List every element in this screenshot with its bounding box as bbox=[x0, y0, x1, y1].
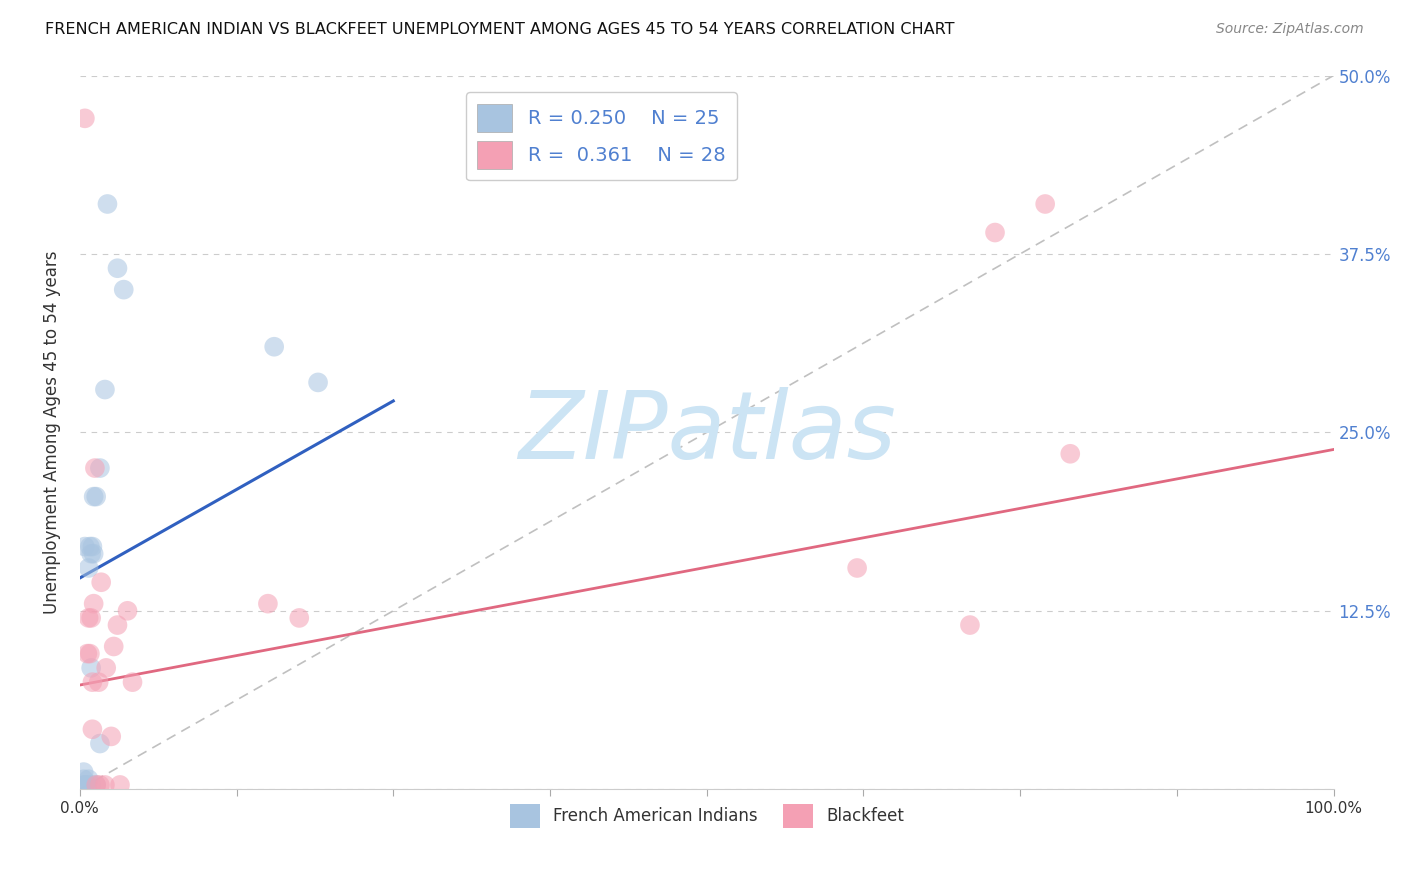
Point bbox=[83, 547, 105, 561]
Point bbox=[80, 778, 103, 792]
Legend: French American Indians, Blackfeet: French American Indians, Blackfeet bbox=[503, 797, 911, 834]
Point bbox=[89, 737, 111, 751]
Point bbox=[90, 575, 112, 590]
Point bbox=[263, 340, 285, 354]
Point bbox=[84, 490, 107, 504]
Point bbox=[76, 647, 98, 661]
Point bbox=[82, 723, 104, 737]
Point bbox=[94, 778, 117, 792]
Point bbox=[79, 540, 101, 554]
Y-axis label: Unemployment Among Ages 45 to 54 years: Unemployment Among Ages 45 to 54 years bbox=[44, 251, 60, 614]
Point bbox=[77, 611, 100, 625]
Point bbox=[103, 640, 125, 654]
Point bbox=[79, 647, 101, 661]
Text: Source: ZipAtlas.com: Source: ZipAtlas.com bbox=[1216, 22, 1364, 37]
Point bbox=[108, 778, 131, 792]
Point bbox=[984, 226, 1007, 240]
Point bbox=[72, 765, 94, 780]
Point bbox=[100, 730, 122, 744]
Text: ZIPatlas: ZIPatlas bbox=[517, 387, 896, 478]
Point bbox=[84, 778, 107, 792]
Point bbox=[121, 675, 143, 690]
Point bbox=[307, 376, 329, 390]
Point bbox=[112, 283, 135, 297]
Point bbox=[94, 383, 117, 397]
Point bbox=[73, 778, 96, 792]
Point bbox=[82, 540, 104, 554]
Point bbox=[83, 597, 105, 611]
Point bbox=[96, 197, 118, 211]
Point bbox=[83, 490, 105, 504]
Point bbox=[77, 772, 100, 787]
Point bbox=[846, 561, 869, 575]
Point bbox=[1033, 197, 1056, 211]
Point bbox=[82, 675, 104, 690]
Point bbox=[1059, 447, 1081, 461]
Point bbox=[117, 604, 139, 618]
Point bbox=[87, 675, 110, 690]
Point bbox=[107, 618, 129, 632]
Point bbox=[107, 261, 129, 276]
Point bbox=[96, 661, 118, 675]
Text: FRENCH AMERICAN INDIAN VS BLACKFEET UNEMPLOYMENT AMONG AGES 45 TO 54 YEARS CORRE: FRENCH AMERICAN INDIAN VS BLACKFEET UNEM… bbox=[45, 22, 955, 37]
Point bbox=[80, 547, 103, 561]
Point bbox=[257, 597, 280, 611]
Point bbox=[959, 618, 981, 632]
Point bbox=[89, 778, 111, 792]
Point bbox=[73, 112, 96, 126]
Point bbox=[89, 461, 111, 475]
Point bbox=[288, 611, 311, 625]
Point bbox=[72, 778, 94, 792]
Point bbox=[73, 540, 96, 554]
Point bbox=[80, 661, 103, 675]
Point bbox=[76, 778, 98, 792]
Point bbox=[80, 611, 103, 625]
Point bbox=[72, 772, 94, 787]
Point bbox=[77, 561, 100, 575]
Point bbox=[84, 778, 107, 792]
Point bbox=[84, 461, 107, 475]
